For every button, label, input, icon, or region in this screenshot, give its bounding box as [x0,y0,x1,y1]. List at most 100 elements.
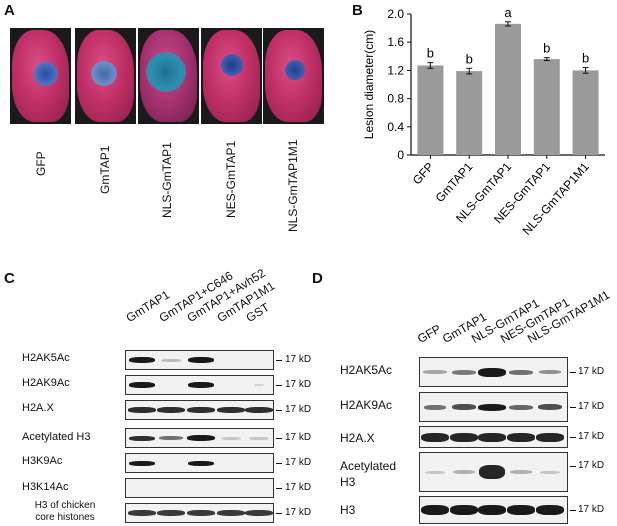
panel-c-blot-strip [125,503,274,523]
panel-d-row-label: H2A.X [340,431,375,445]
panel-c-band [157,510,185,516]
panel-c-row-label: H3K14Ac [22,481,69,493]
x-tick-label: NLS-GmTAP1M1 [520,159,592,237]
panel-d-band [536,432,564,442]
panel-c-kd-tick [276,385,282,386]
panel-c-band [245,510,273,516]
leaf-image-nes-gmtap1 [201,28,262,124]
panel-d-band [424,404,446,410]
x-tick-label: GFP [410,160,437,188]
panel-d-row-label: H2AK5Ac [340,363,393,377]
panel-d-kd-tick [570,466,576,467]
significance-letter: b [466,51,473,66]
panel-c-kd-marker: 17 kD [285,507,312,518]
panel-d-band [450,432,478,442]
bar [456,71,483,155]
panel-c-band [128,407,156,413]
panel-letter-a: A [4,2,15,19]
panel-c-band [187,407,215,413]
panel-a-label-nls-gmtap1m1: NLS-GmTAP1M1 [286,139,300,232]
panel-c-kd-tick [276,488,282,489]
panel-d-band [421,432,449,442]
panel-c-band [187,435,215,441]
panel-c-kd-marker: 17 kD [285,432,312,443]
leaf-image-gmtap1 [75,28,136,124]
panel-d-row-label: H3 [340,503,356,517]
panel-d-kd-tick [570,407,576,408]
panel-d-blot-strip [419,392,568,422]
panel-d-band [509,369,533,375]
panel-c-band [157,407,185,413]
panel-c-kd-tick [276,513,282,514]
leaf-image-nls-gmtap1 [138,28,199,124]
y-axis-label: Lesion diameter(cm) [362,30,376,139]
panel-d-kd-marker: 17 kD [578,366,605,377]
panel-letter-b: B [352,2,363,19]
panel-c-row-label: H2AK9Ac [22,377,70,389]
panel-d-band [539,370,561,374]
panel-a-label-gmtap1: GmTAP1 [98,145,112,194]
panel-d-band [507,505,535,515]
panel-d-band [452,404,476,410]
panel-d-band [538,404,562,410]
panel-c-band [188,382,214,388]
lesion-diameter-chart: 0 0.4 0.8 1.2 1.6 2.0 Lesion diameter(cm) b GFP b… [362,5,605,238]
panel-d-kd-marker: 17 kD [578,504,605,515]
bar [417,65,444,155]
panel-c-blot-strip [125,400,274,420]
panel-c-kd-tick [276,410,282,411]
y-tick-label: 0 [397,148,404,162]
panel-letter-d: D [312,270,323,287]
panel-d-band [423,370,447,374]
panel-c-row-label: H2AK5Ac [22,352,70,364]
panel-d-kd-marker: 17 kD [578,460,605,471]
panel-c-band [159,436,183,440]
panel-d-band [450,505,478,515]
panel-d-band [425,470,445,474]
panel-d-band [452,369,476,375]
panel-d-band [478,403,506,411]
panel-c-blot-strip [125,453,274,473]
panel-d-row-label: H2AK9Ac [340,398,393,412]
panel-c-band [217,407,245,413]
panel-c-band [161,358,181,362]
panel-c-blot-strip [125,375,274,395]
panel-c-band [254,384,264,386]
panel-c-row-label: Acetylated H3 [22,431,91,443]
panel-c-kd-marker: 17 kD [285,482,312,493]
panel-c-kd-tick [276,360,282,361]
panel-d-blot-strip [419,452,568,492]
panel-c-band [188,357,214,363]
panel-c-row-label: H2A.X [22,402,54,414]
leaf-image-gfp [10,28,71,124]
y-tick-label: 2.0 [387,7,404,21]
bar [572,70,599,155]
panel-c-blot-strip [125,428,274,448]
panel-d-blot-strip [419,357,568,387]
panel-d-kd-tick [570,372,576,373]
significance-letter: a [504,5,512,20]
panel-letter-c: C [4,270,15,287]
panel-d-kd-tick [570,437,576,438]
significance-letter: b [543,41,550,56]
panel-d-blot-strip [419,426,568,448]
panel-d-band [507,432,535,442]
panel-c-band [129,460,155,466]
panel-c-blot-strip [125,478,274,498]
panel-c-row-label: H3 of chicken core histones [34,500,96,523]
panel-c-band [249,436,269,440]
panel-d-band [540,470,560,474]
panel-a-label-nls-gmtap1: NLS-GmTAP1 [160,142,174,218]
significance-letter: b [582,51,589,66]
panel-d-band [478,367,506,377]
panel-c-kd-marker: 17 kD [285,404,312,415]
bar [495,23,521,156]
panel-d-blot-strip [419,496,568,524]
panel-c-kd-marker: 17 kD [285,354,312,365]
panel-d-band [509,404,533,410]
panel-d-band [453,470,475,474]
y-tick-label: 1.2 [387,63,404,77]
panel-c-kd-marker: 17 kD [285,457,312,468]
panel-c-kd-tick [276,463,282,464]
y-tick-label: 0.8 [387,92,404,106]
